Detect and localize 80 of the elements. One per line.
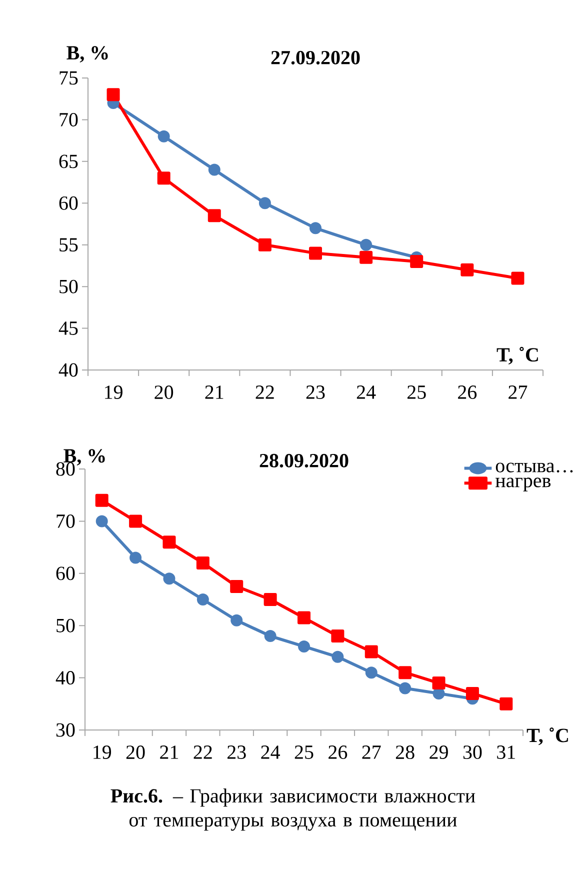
- y-tick-label: 50: [56, 618, 75, 632]
- point: [208, 209, 221, 222]
- point: [258, 238, 272, 252]
- text: Рис.6. – Графики зависимости влажности от температуры воздуха в помещении: [110, 788, 476, 831]
- x-tick-label: 27: [362, 746, 381, 759]
- point: [332, 650, 344, 663]
- legend-label: нагрев: [495, 478, 551, 492]
- x-tick-label: 31: [497, 746, 515, 759]
- point: [310, 222, 322, 234]
- x-tick-label: 20: [126, 746, 145, 760]
- point: [365, 666, 378, 679]
- x-tick-label: 28: [396, 746, 414, 760]
- x-tick-label: 29: [430, 746, 448, 759]
- point: [130, 552, 142, 564]
- y-axis-title: В, %: [66, 46, 108, 62]
- point: [230, 580, 244, 593]
- point: [95, 494, 108, 507]
- x-tick-label: 22: [194, 746, 212, 759]
- y-tick-label: 40: [58, 363, 78, 377]
- point: [360, 238, 372, 251]
- point: [360, 250, 373, 264]
- x-tick-label: 20: [154, 386, 174, 400]
- x-tick-label: 25: [294, 746, 314, 759]
- point: [96, 515, 108, 528]
- point: [157, 172, 170, 185]
- y-tick-label: 75: [60, 71, 78, 85]
- point: [158, 130, 170, 142]
- point: [460, 263, 474, 276]
- point: [309, 246, 322, 260]
- x-axis-title: T, ˚C: [496, 346, 538, 364]
- point: [298, 611, 310, 624]
- point: [466, 686, 479, 700]
- point: [410, 255, 424, 268]
- point: [162, 536, 176, 549]
- point: [331, 630, 344, 643]
- point: [500, 697, 513, 710]
- x-tick-label: 26: [328, 746, 348, 759]
- y-tick-label: 30: [56, 723, 75, 737]
- x-tick-label: 22: [256, 386, 274, 399]
- x-axis-title: T, ˚C: [526, 728, 568, 746]
- x-tick-label: 30: [463, 746, 482, 760]
- y-tick-label: 50: [60, 280, 78, 294]
- point: [264, 630, 276, 642]
- chart-title: 28.09.2020: [260, 454, 348, 468]
- x-tick-label: 23: [306, 386, 325, 399]
- chart-title: 27.09.2020: [271, 50, 360, 64]
- x-tick-label: 24: [261, 746, 280, 759]
- x-tick-label: 19: [105, 386, 122, 399]
- point: [398, 666, 412, 680]
- y-tick-label: 65: [59, 154, 78, 168]
- x-tick-label: 25: [407, 386, 426, 399]
- y-tick-label: 60: [59, 196, 78, 210]
- point: [196, 594, 209, 606]
- point: [129, 514, 142, 528]
- point: [163, 572, 176, 585]
- point: [196, 556, 210, 570]
- point: [208, 164, 220, 176]
- x-tick-label: 21: [205, 386, 224, 399]
- point: [432, 676, 446, 690]
- x-tick-label: 23: [227, 746, 246, 759]
- y-tick-label: 70: [60, 112, 78, 126]
- point: [511, 272, 524, 285]
- point: [264, 593, 277, 606]
- x-tick-label: 27: [508, 386, 528, 399]
- y-tick-label: 70: [56, 514, 75, 528]
- point: [258, 197, 271, 210]
- y-tick-label: 40: [56, 671, 75, 685]
- x-tick-label: 19: [94, 746, 112, 759]
- x-tick-label: 21: [160, 746, 178, 759]
- y-tick-label: 60: [56, 566, 75, 580]
- legend-label: остыва…: [496, 462, 573, 472]
- x-tick-label: 26: [458, 386, 477, 399]
- x-tick-label: 24: [356, 386, 376, 399]
- point: [230, 614, 243, 626]
- y-tick-label: 45: [58, 322, 78, 335]
- point: [364, 645, 378, 658]
- y-tick-label: 55: [60, 238, 78, 252]
- point: [298, 640, 310, 652]
- point: [399, 682, 412, 694]
- point: [106, 88, 120, 102]
